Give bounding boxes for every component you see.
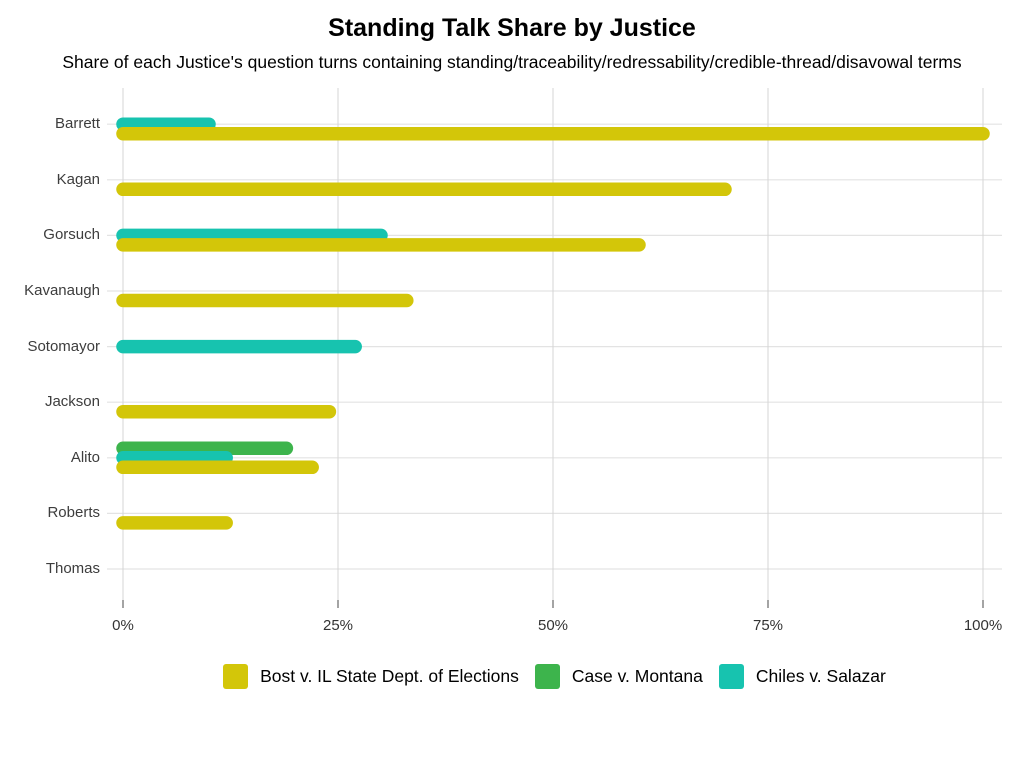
legend-swatch-icon [718,663,744,689]
x-axis-tick-label-50%: 50% [537,617,569,634]
chart-title: Standing Talk Share by Justice [328,14,696,42]
legend-item-case: Case v. Montana [534,663,703,689]
legend: Bost v. IL State Dept. of Elections Case … [107,661,1002,691]
legend-item-chiles: Chiles v. Salazar [718,663,886,689]
y-axis-label-roberts: Roberts [47,504,100,522]
legend-label: Case v. Montana [571,665,703,686]
y-axis-label-alito: Alito [70,448,100,466]
y-axis-label-jackson: Jackson [44,393,100,411]
y-axis-label-kavanaugh: Kavanaugh [24,282,100,299]
x-axis-tick-label-0%: 0% [112,617,134,634]
legend-label: Bost v. IL State Dept. of Elections [260,665,519,686]
x-axis-tick-label-75%: 75% [752,617,784,634]
y-axis-label-gorsuch: Gorsuch [43,226,100,244]
y-axis-label-kagan: Kagan [56,170,100,188]
y-axis-label-barrett: Barrett [54,115,100,133]
legend-swatch-icon [534,663,560,689]
x-axis-tick-label-25%: 25% [322,617,354,634]
legend-swatch-icon [223,663,249,689]
legend-label: Chiles v. Salazar [755,665,886,686]
y-axis-label-sotomayor: Sotomayor [27,337,100,355]
y-axis-label-thomas: Thomas [45,560,100,577]
x-axis-tick-label-100%: 100% [963,617,1003,634]
chart-subtitle: Share of each Justice's question turns c… [62,52,962,72]
legend-item-bost: Bost v. IL State Dept. of Elections [223,663,519,689]
